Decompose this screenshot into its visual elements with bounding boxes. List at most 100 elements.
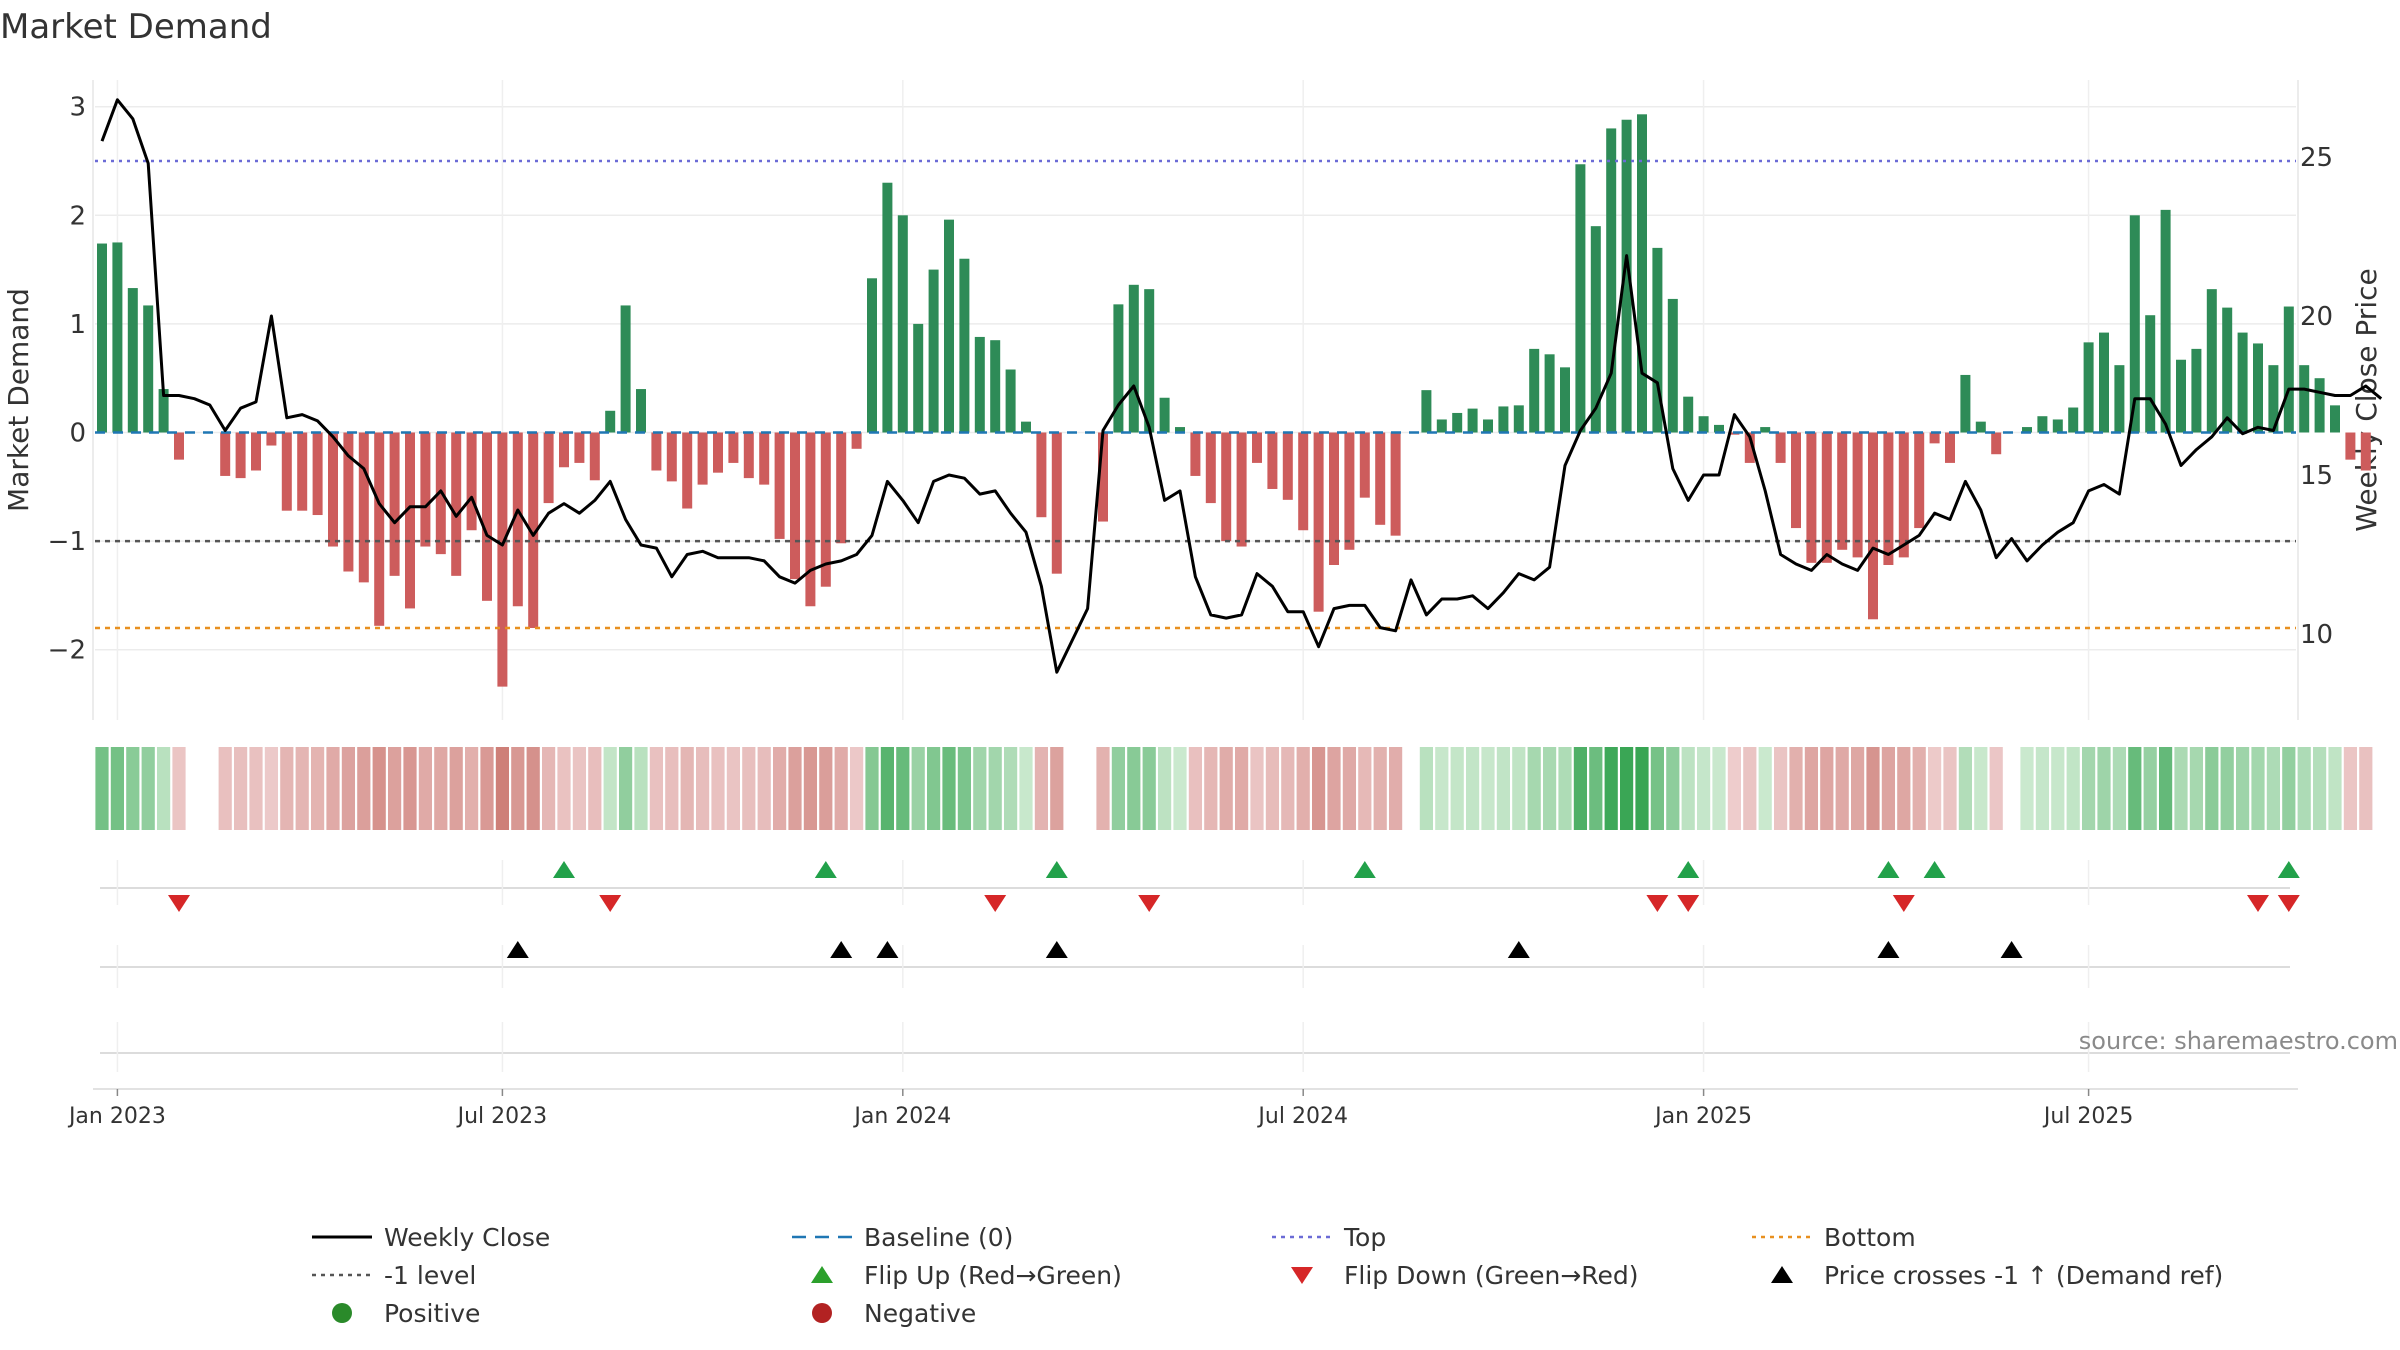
negative-bar [1298,432,1309,531]
heat-cell [1635,747,1649,830]
heat-cell [634,747,648,830]
legend-swatch [1291,1267,1313,1284]
price-cross-marker [830,941,853,958]
flip-up-marker [1045,861,1068,878]
negative-bar [1205,432,1216,504]
positive-bar [1960,374,1971,433]
negative-bar [589,432,600,481]
x-tick-label: Jul 2023 [456,1104,548,1129]
grid-lines [92,80,2299,1090]
y-axis-label: Market Demand [2,288,35,512]
heat-cell [988,747,1002,830]
heat-cell [603,747,617,830]
positive-bar [1113,304,1124,433]
positive-bar [1529,348,1540,433]
legend-swatch [812,1303,832,1323]
flip-down-marker [168,895,190,912]
positive-bar [1698,416,1709,433]
heat-cell [1820,747,1834,830]
heat-cell [572,747,586,830]
heat-cell [2097,747,2111,830]
heat-cell [1727,747,1741,830]
negative-bar [1252,432,1262,463]
flip-up-marker [2277,861,2300,878]
legend-item: Weekly Close [312,1223,550,1252]
positive-bar [1683,396,1694,433]
negative-bar [851,432,862,449]
heat-cell [511,747,525,830]
x-tick-label: Jul 2025 [2042,1104,2134,1129]
flip-down-marker [2277,895,2300,912]
legend-item: Flip Down (Green→Red) [1291,1261,1639,1290]
legend-swatch [332,1303,352,1323]
legend-label: Weekly Close [384,1223,550,1252]
positive-bar [636,389,646,433]
heat-cell [264,747,278,830]
x-axis-ticks: Jan 2023 Jul 2023 Jan 2024 Jul 2024 Jan 2025… [67,1089,2133,1129]
legend-swatch [811,1266,833,1283]
positive-bar [1544,354,1555,433]
heat-cell [1188,747,1202,830]
negative-bar [1329,432,1339,565]
negative-bar [1282,432,1293,500]
flip-down-marker [1892,895,1915,912]
negative-bar [728,432,739,463]
negative-bar [1821,432,1832,563]
y2-tick-label: 25 [2300,143,2333,173]
positive-bar [2206,289,2217,433]
heat-cell [1004,747,1018,830]
heat-cell [1373,747,1387,830]
heat-cell [1312,747,1326,830]
negative-bar [1375,432,1386,525]
heat-cell [1943,747,1957,830]
positive-bar [1760,427,1771,433]
positive-bar [2083,342,2094,433]
positive-bar [620,305,631,433]
heat-cell [449,747,463,830]
positive-bar [959,258,970,433]
heat-cell [480,747,494,830]
heat-cell [326,747,340,830]
negative-bar [1929,432,1940,444]
heat-cell [1558,747,1572,830]
heat-cell [1712,747,1726,830]
negative-bar [1221,432,1232,542]
positive-bar [1421,390,1432,433]
heat-cell [865,747,879,830]
negative-bar [251,432,261,471]
x-tick-label: Jan 2025 [1653,1104,1752,1129]
positive-bar [605,410,616,433]
positive-bar [1513,405,1524,433]
positive-bar [882,182,893,433]
heat-cell [1835,747,1849,830]
negative-bar [328,432,338,547]
positive-bar [2022,427,2032,433]
legend-item: Price crosses -1 ↑ (Demand ref) [1771,1261,2223,1290]
negative-bar [174,432,184,460]
negative-bar [1267,432,1278,489]
heat-cell [1589,747,1603,830]
heat-cell [1789,747,1803,830]
positive-bar [1560,367,1570,433]
negative-bar [1344,432,1355,550]
heat-cell [157,747,171,830]
negative-bar [266,432,277,446]
negative-bar [666,432,677,482]
negative-bar [2345,432,2356,460]
heat-cell [711,747,725,830]
heat-cell [465,747,479,830]
positive-bar [2099,332,2109,433]
heat-cell [1866,747,1880,830]
heat-cell [542,747,556,830]
heat-cell [249,747,263,830]
negative-bar [1313,432,1324,612]
legend-item: Bottom [1752,1223,1916,1252]
heat-cell [973,747,987,830]
heat-cell [1666,747,1680,830]
heat-cell [803,747,817,830]
heat-cell [1419,747,1433,830]
legend-item: Negative [812,1299,976,1328]
negative-bar [235,432,246,479]
positive-bar [127,288,138,433]
